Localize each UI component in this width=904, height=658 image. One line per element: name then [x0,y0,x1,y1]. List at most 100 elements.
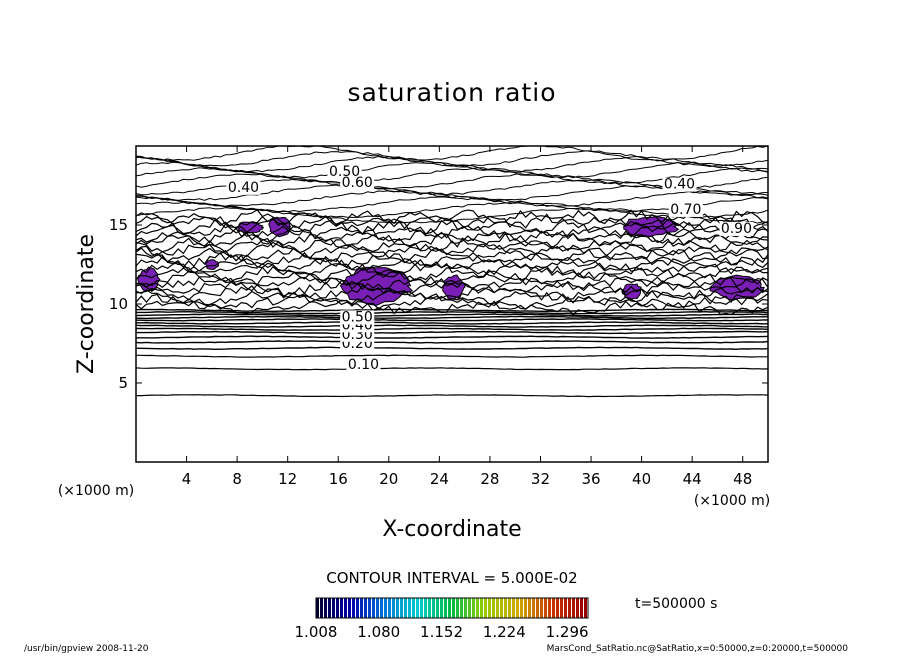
contour-line [136,146,768,162]
colorbar-segment [368,598,371,618]
colorbar-segment [552,598,555,618]
contour-label: 0.40 [664,177,695,193]
contour-line [136,161,768,179]
contour-line [136,313,768,317]
y-tick-label: 15 [109,216,128,234]
contour-line [136,318,768,322]
colorbar-segment [388,598,391,618]
colorbar-segment [432,598,435,618]
colorbar-segment [364,598,367,618]
colorbar-segment [516,598,519,618]
contour-line [136,155,768,173]
colorbar-segment [416,598,419,618]
colorbar-segment [444,598,447,618]
colorbar-tick-label: 1.296 [546,623,589,641]
colorbar-segment [508,598,511,618]
contour-line [136,232,768,249]
contour-line [136,150,768,168]
x-tick-label: 36 [581,470,600,488]
contour-line [136,246,768,264]
colorbar-segment [336,598,339,618]
contour-line [136,208,768,226]
contour-line [136,335,768,339]
x-tick-label: 24 [430,470,449,488]
colorbar-segment [584,598,587,618]
colorbar-segment [484,598,487,618]
colorbar-segment [420,598,423,618]
colorbar-segment [428,598,431,618]
colorbar-segment [496,598,499,618]
colorbar-segment [316,598,319,618]
colorbar-segment [400,598,403,618]
colorbar-segment [436,598,439,618]
contour-line [136,289,768,306]
colorbar-segment [456,598,459,618]
colorbar-segment [344,598,347,618]
contour-label: 0.90 [721,221,752,237]
contour-line [136,330,768,335]
colorbar-segment [512,598,515,618]
colorbar-segment [372,598,375,618]
contour-line [136,207,768,224]
x-tick-label: 12 [278,470,297,488]
x-tick-label: 32 [531,470,550,488]
contour-interval-label: CONTOUR INTERVAL = 5.000E-02 [326,569,577,587]
colorbar-segment [556,598,559,618]
contour-label-bg [346,357,381,372]
colorbar-segment [460,598,463,618]
colorbar-tick-label: 1.152 [420,623,463,641]
contour-label-bg [668,202,703,217]
x-unit-right: (×1000 m) [694,493,770,509]
colorbar-segment [500,598,503,618]
contour-line [136,222,768,240]
contour-line [136,190,768,207]
contour-label-bg [340,310,375,325]
chart-title: saturation ratio [347,78,556,107]
x-tick-label: 44 [683,470,702,488]
colorbar-segment [488,598,491,618]
contour-line [136,227,768,244]
contour-line [136,298,768,316]
y-axis-ticks: 5 10 15 [109,216,768,392]
colorbar-segment [380,598,383,618]
colorbar-segment [328,598,331,618]
colorbar-segment [492,598,495,618]
x-tick-label: 28 [480,470,499,488]
colorbar-segment [404,598,407,618]
colorbar-segment [568,598,571,618]
colorbar-segment [412,598,415,618]
contour-label: 0.60 [342,175,373,191]
contour-line [136,251,768,269]
y-tick-label: 5 [118,374,128,392]
contour-label-bg [662,177,697,192]
contour-line [136,367,768,371]
colorbar-segment [324,598,327,618]
colorbar-segment [528,598,531,618]
colorbar-tick-label: 1.008 [295,623,338,641]
contour-label: 0.50 [329,164,360,180]
colorbar-segment [480,598,483,618]
colorbar-ticks: 1.008 1.080 1.152 1.224 1.296 [295,623,589,641]
x-tick-label: 20 [379,470,398,488]
x-tick-label: 16 [329,470,348,488]
contour-label-bg [327,165,362,180]
colorbar-segment [540,598,543,618]
y-axis-title: Z-coordinate [74,234,99,374]
colorbar-frame [315,597,589,619]
colorbar-segment [524,598,527,618]
colorbar-segment [352,598,355,618]
footer-right: MarsCond_SatRatio.nc@SatRatio,x=0:50000,… [547,644,849,654]
contour-line [136,285,768,301]
contour-line [136,261,768,278]
colorbar-segment [560,598,563,618]
contour-line [136,321,768,325]
colorbar-segment [348,598,351,618]
footer-left: /usr/bin/gpview 2008-11-20 [24,644,149,654]
x-tick-label: 48 [733,470,752,488]
contour-line [136,310,768,315]
colorbar-segment [476,598,479,618]
contour-line [136,293,768,311]
contour-line [136,315,768,320]
supersaturated-region [204,259,220,270]
colorbar-tick-label: 1.224 [483,623,526,641]
